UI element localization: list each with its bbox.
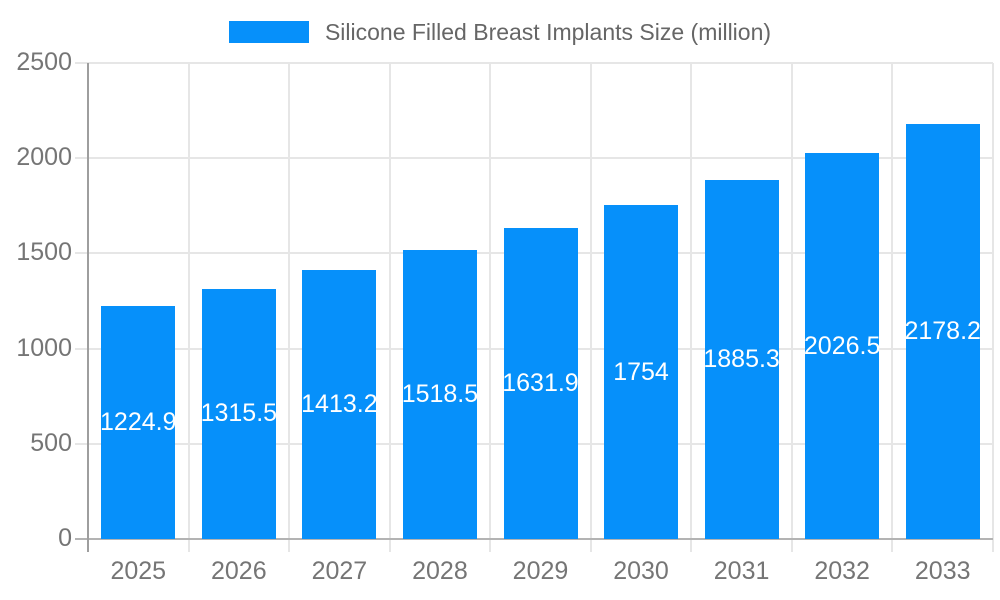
x-axis-line <box>75 538 993 540</box>
x-tick-label: 2032 <box>814 557 870 585</box>
bar-value-label: 2026.5 <box>803 331 881 360</box>
bar-value-label: 1413.2 <box>301 389 378 418</box>
grid-line-vertical <box>288 63 291 552</box>
grid-line-horizontal <box>75 157 993 160</box>
x-tick-label: 2031 <box>713 557 770 585</box>
bar-value-label: 1631.9 <box>502 369 579 398</box>
bar[interactable] <box>905 124 980 539</box>
y-tick-label: 0 <box>58 524 72 552</box>
grid-line-horizontal <box>75 62 993 64</box>
bar[interactable] <box>604 205 679 539</box>
bar[interactable] <box>704 180 779 539</box>
grid-line-vertical <box>992 63 994 552</box>
grid-line-vertical <box>489 63 492 552</box>
grid-line-vertical <box>790 63 793 552</box>
x-tick-label: 2033 <box>914 557 971 585</box>
grid-line-vertical <box>388 63 391 552</box>
x-tick-label: 2030 <box>613 557 669 585</box>
bar[interactable] <box>503 228 578 539</box>
x-tick-label: 2025 <box>110 557 167 585</box>
y-tick-label: 1000 <box>16 333 72 362</box>
x-tick-label: 2027 <box>311 557 368 585</box>
bar-value-label: 2178.2 <box>904 317 981 346</box>
x-tick-label: 2026 <box>211 557 267 585</box>
bar-value-label: 1885.3 <box>703 345 780 373</box>
bar-value-label: 1315.5 <box>200 399 278 428</box>
bar[interactable] <box>101 305 176 539</box>
bar[interactable] <box>402 249 477 539</box>
bar[interactable] <box>805 153 880 539</box>
y-tick-label: 1500 <box>16 238 72 267</box>
x-tick-label: 2028 <box>412 557 468 585</box>
bar-value-label: 1518.5 <box>401 379 479 408</box>
bar[interactable] <box>302 269 377 539</box>
legend-label: Silicone Filled Breast Implants Size (mi… <box>324 18 772 45</box>
chart-legend[interactable]: Silicone Filled Breast Implants Size (mi… <box>0 18 1000 46</box>
legend-swatch <box>228 21 309 43</box>
y-axis-line <box>87 63 89 552</box>
y-tick-label: 2000 <box>16 143 72 172</box>
grid-line-vertical <box>690 63 693 552</box>
y-tick-label: 500 <box>30 428 72 457</box>
grid-line-vertical <box>187 63 190 552</box>
y-tick-label: 2500 <box>16 48 72 76</box>
bar-value-label: 1224.9 <box>100 407 177 436</box>
bar-value-label: 1754 <box>613 357 669 386</box>
bar[interactable] <box>201 288 276 539</box>
grid-line-vertical <box>891 63 894 552</box>
grid-line-vertical <box>589 63 592 552</box>
x-tick-label: 2029 <box>512 557 569 585</box>
